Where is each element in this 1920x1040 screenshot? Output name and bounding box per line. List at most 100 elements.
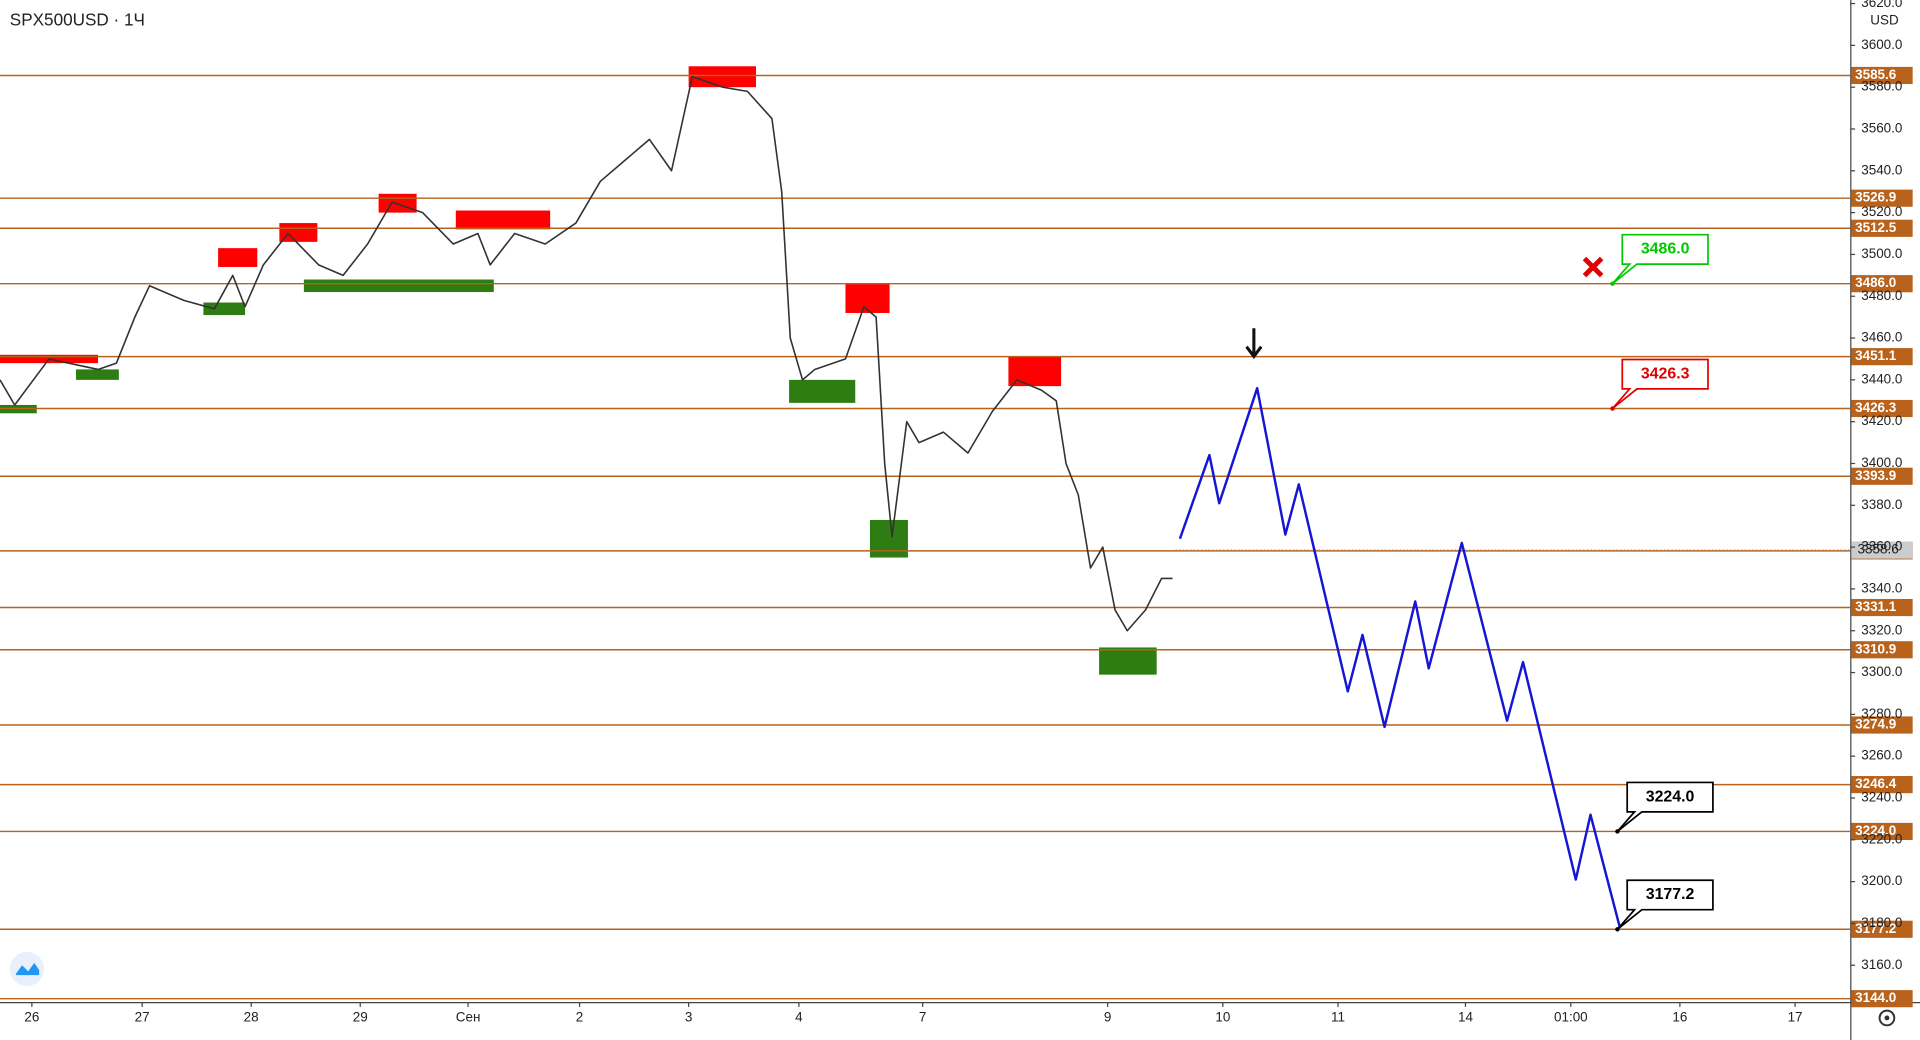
callout-label: 3486.0 (1641, 241, 1690, 258)
x-tick-label: 14 (1458, 1010, 1473, 1025)
x-tick-label: 01:00 (1554, 1010, 1588, 1025)
callout-label: 3224.0 (1646, 788, 1695, 805)
settings-icon[interactable] (1878, 1009, 1896, 1027)
callout-point (1610, 281, 1615, 286)
level-label-bg (1851, 66, 1913, 85)
y-tick-label: 3400.0 (1861, 455, 1902, 470)
y-tick-label: 3620.0 (1861, 0, 1902, 10)
last-price-label: 3358.6 (1858, 542, 1899, 557)
zone (869, 519, 908, 558)
level-label: 3224.0 (1855, 823, 1896, 838)
y-tick-label: 3580.0 (1861, 79, 1902, 94)
callout-point (1615, 927, 1620, 932)
levels: 3585.6 3526.9 3512.5 3486.0 3451.1 3426.3 3393… (0, 66, 1913, 1008)
y-tick-label: 3200.0 (1861, 873, 1902, 888)
y-tick-label: 3460.0 (1861, 330, 1902, 345)
level-label-bg (1851, 716, 1913, 734)
level-label-bg (1851, 990, 1913, 1008)
y-tick-label: 3480.0 (1861, 288, 1902, 303)
level-label: 3274.9 (1855, 717, 1896, 732)
y-tick-label: 3360.0 (1861, 539, 1902, 554)
y-tick-label: 3340.0 (1861, 580, 1902, 595)
callout-label: 3177.2 (1646, 886, 1695, 903)
zone (218, 248, 258, 267)
y-tick-label: 3440.0 (1861, 371, 1902, 386)
x-tick-label: 10 (1215, 1010, 1230, 1025)
series (0, 75, 1622, 928)
level-label: 3177.2 (1855, 921, 1896, 936)
zone (279, 223, 318, 242)
callout-box (1611, 358, 1709, 410)
zone (75, 369, 119, 380)
y-tick-label: 3320.0 (1861, 622, 1902, 637)
callout-box (1616, 879, 1714, 930)
x-tick-label: 11 (1331, 1010, 1345, 1025)
y-tick-label: 3160.0 (1861, 957, 1902, 972)
level-label-bg (1851, 598, 1913, 617)
cross-icon (1582, 256, 1604, 278)
y-tick-label: 3240.0 (1861, 790, 1902, 805)
zone (845, 283, 890, 313)
y-tick-label: 3520.0 (1861, 204, 1902, 219)
level-label: 3144.0 (1855, 990, 1896, 1005)
series-line (0, 75, 1173, 632)
callouts: 3486.0 3426.3 3224.0 3177.2 (1610, 233, 1714, 932)
y-tick-label: 3280.0 (1861, 706, 1902, 721)
x-tick-label: 16 (1672, 1010, 1687, 1025)
zone (455, 210, 551, 230)
x-tick-label: 27 (135, 1010, 150, 1025)
level-label-bg (1851, 776, 1913, 794)
y-tick-label: 3180.0 (1861, 915, 1902, 930)
callout-point (1615, 829, 1620, 834)
zone (303, 279, 494, 293)
x-tick-label: 29 (353, 1010, 368, 1025)
level-label: 3486.0 (1855, 275, 1896, 290)
x-tick-label: 26 (24, 1010, 39, 1025)
level-label: 3246.4 (1855, 776, 1897, 791)
level-label-bg (1851, 219, 1913, 237)
y-tick-label: 3380.0 (1861, 497, 1902, 512)
level-label-bg (1851, 920, 1913, 938)
zone (789, 379, 856, 403)
x-tick-label: 7 (919, 1010, 926, 1025)
last-price-bg (1851, 541, 1913, 559)
zone (688, 66, 757, 88)
y-tick-label: 3420.0 (1861, 413, 1902, 428)
level-label-bg (1851, 275, 1913, 293)
zone (1008, 356, 1062, 387)
x-tick-label: 2 (576, 1010, 583, 1025)
level-label: 3331.1 (1855, 599, 1897, 614)
zone (203, 302, 246, 316)
level-label: 3426.3 (1855, 400, 1896, 415)
zone (1099, 647, 1157, 675)
y-axis-label: USD (1870, 12, 1899, 27)
y-tick-label: 3220.0 (1861, 831, 1902, 846)
callout-box (1616, 781, 1714, 833)
level-label: 3451.1 (1855, 348, 1897, 363)
y-tick-label: 3500.0 (1861, 246, 1902, 261)
symbol-title: SPX500USD · 1Ч (10, 9, 145, 29)
x-tick-label: 17 (1788, 1010, 1803, 1025)
level-label-bg (1851, 399, 1913, 418)
callout-label: 3426.3 (1641, 365, 1690, 382)
level-label: 3393.9 (1855, 468, 1896, 483)
level-label: 3512.5 (1855, 220, 1897, 235)
x-tick-label: 28 (244, 1010, 259, 1025)
x-tick-label: 4 (795, 1010, 803, 1025)
y-tick-label: 3540.0 (1861, 162, 1902, 177)
x-tick-label: Сен (456, 1010, 481, 1025)
callout-box (1611, 233, 1709, 285)
level-label: 3585.6 (1855, 67, 1896, 82)
axes: 3160.03180.03200.03220.03240.03260.03280… (24, 0, 1902, 1025)
callout-point (1610, 406, 1615, 411)
level-label-bg (1851, 348, 1913, 366)
series-line (1178, 386, 1622, 928)
y-tick-label: 3600.0 (1861, 37, 1902, 52)
logo[interactable] (9, 951, 45, 987)
level-label-bg (1851, 467, 1913, 485)
y-tick-label: 3560.0 (1861, 121, 1902, 136)
y-tick-label: 3300.0 (1861, 664, 1902, 679)
